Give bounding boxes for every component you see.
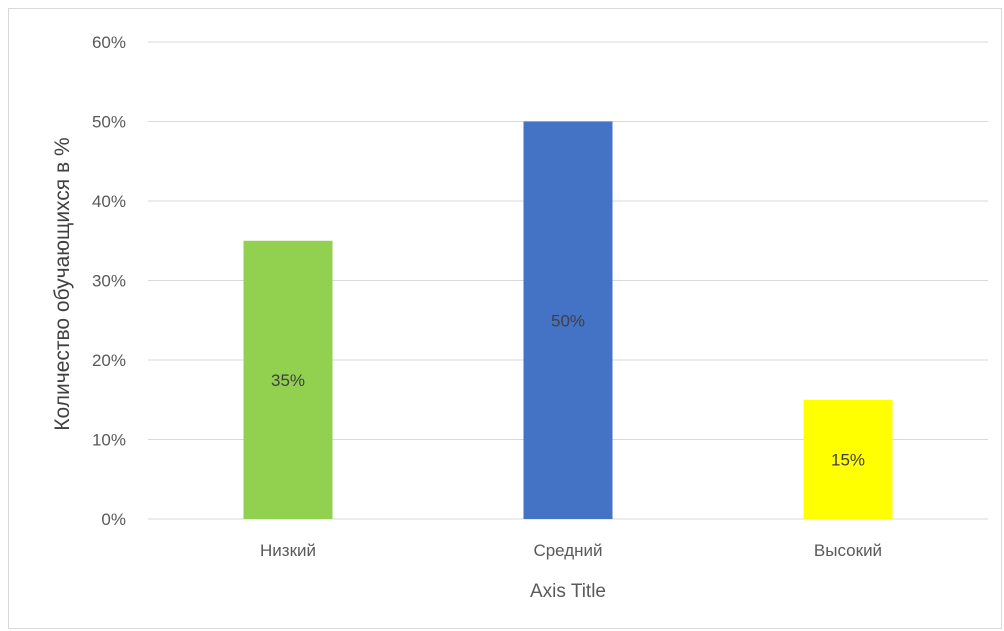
y-axis-title: Количество обучающихся в % <box>51 137 74 430</box>
y-tick-label: 30% <box>92 272 126 291</box>
bar-3 <box>803 399 893 519</box>
bar-2 <box>523 121 613 519</box>
data-label: 15% <box>831 450 865 469</box>
y-tick-label: 60% <box>92 33 126 52</box>
data-label: 50% <box>551 311 585 330</box>
x-axis-title: Axis Title <box>530 581 606 602</box>
y-tick-label: 10% <box>92 431 126 450</box>
chart-frame <box>8 8 1002 629</box>
y-tick-labels: 0% 10% 20% 30% 40% 50% 60% <box>92 33 126 529</box>
y-tick-label: 20% <box>92 351 126 370</box>
bars <box>243 121 893 519</box>
y-tick-label: 0% <box>101 510 126 529</box>
y-tick-label: 40% <box>92 192 126 211</box>
x-tick-label: Высокий <box>814 541 882 560</box>
x-tick-label: Средний <box>533 541 602 560</box>
data-label: 35% <box>271 371 305 390</box>
bar-1 <box>243 240 333 519</box>
y-tick-label: 50% <box>92 113 126 132</box>
data-labels: 35% 50% 15% <box>271 311 865 469</box>
x-tick-label: Низкий <box>260 541 316 560</box>
x-tick-labels: Низкий Средний Высокий <box>260 541 882 560</box>
